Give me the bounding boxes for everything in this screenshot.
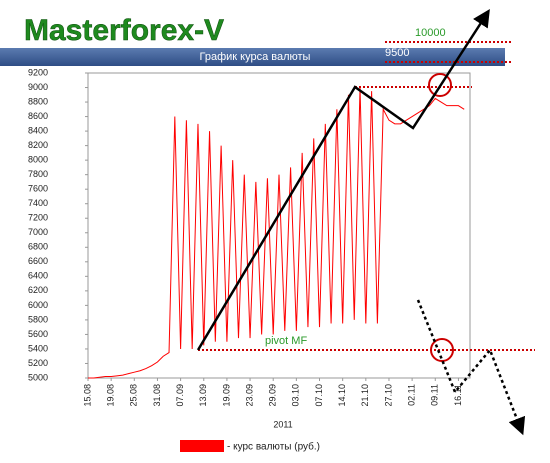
y-tick-label: 5000 [28, 372, 48, 382]
y-tick-label: 8200 [28, 140, 48, 150]
y-tick-label: 5200 [28, 358, 48, 368]
x-tick-label: 02.11 [406, 384, 416, 406]
x-tick-label: 19.08 [106, 384, 116, 407]
circle-marker [428, 73, 452, 97]
series-line [88, 87, 465, 379]
x-tick-label: 21.10 [360, 384, 370, 407]
x-tick-label: 13.09 [198, 384, 208, 407]
y-tick-label: 6600 [28, 256, 48, 266]
y-tick-label: 7400 [28, 198, 48, 208]
x-tick-label: 14.10 [337, 384, 347, 407]
y-tick-label: 8800 [28, 96, 48, 106]
y-tick-label: 7600 [28, 184, 48, 194]
y-tick-label: 5800 [28, 314, 48, 324]
subtitle: График курса валюты [200, 51, 311, 63]
x-tick-label: 15.08 [82, 384, 92, 407]
annotation: pivot MF [265, 335, 307, 347]
legend-label: - курс валюты (руб.) [227, 441, 320, 453]
y-tick-label: 7200 [28, 213, 48, 223]
y-tick-label: 6200 [28, 285, 48, 295]
y-tick-label: 5600 [28, 329, 48, 339]
y-tick-label: 9200 [28, 67, 48, 77]
x-tick-label: 23.09 [244, 384, 254, 407]
x-tick-label: 25.08 [129, 384, 139, 407]
x-tick-label: 07.09 [175, 384, 185, 407]
trend-arrow [196, 9, 490, 351]
header-bar [0, 48, 505, 66]
y-tick-label: 8400 [28, 125, 48, 135]
y-tick-label: 6800 [28, 242, 48, 252]
annotation: 9500 [385, 47, 409, 59]
x-axis-label: 2011 [273, 419, 292, 429]
y-tick-label: 8000 [28, 155, 48, 165]
x-tick-label: 19.09 [221, 384, 231, 407]
y-tick-label: 9000 [28, 82, 48, 92]
plot-frame [87, 72, 471, 379]
y-tick-label: 7800 [28, 169, 48, 179]
y-tick-label: 7000 [28, 227, 48, 237]
circle-marker [430, 338, 454, 362]
x-tick-label: 03.10 [291, 384, 301, 407]
y-tick-label: 6400 [28, 271, 48, 281]
y-tick-label: 5400 [28, 343, 48, 353]
x-tick-label: 07.10 [314, 384, 324, 407]
chart-title: Masterforex-V [24, 14, 224, 47]
legend-swatch [180, 440, 224, 452]
x-tick-label: 27.10 [383, 384, 393, 407]
x-tick-label: 29.09 [268, 384, 278, 407]
x-tick-label: 31.08 [152, 384, 162, 407]
y-tick-label: 8600 [28, 111, 48, 121]
y-tick-label: 6000 [28, 300, 48, 310]
x-tick-label: 09.11 [430, 384, 440, 406]
annotation: 10000 [415, 27, 446, 39]
x-tick-label: 16.11 [453, 384, 463, 406]
forecast-arrow [416, 299, 526, 436]
